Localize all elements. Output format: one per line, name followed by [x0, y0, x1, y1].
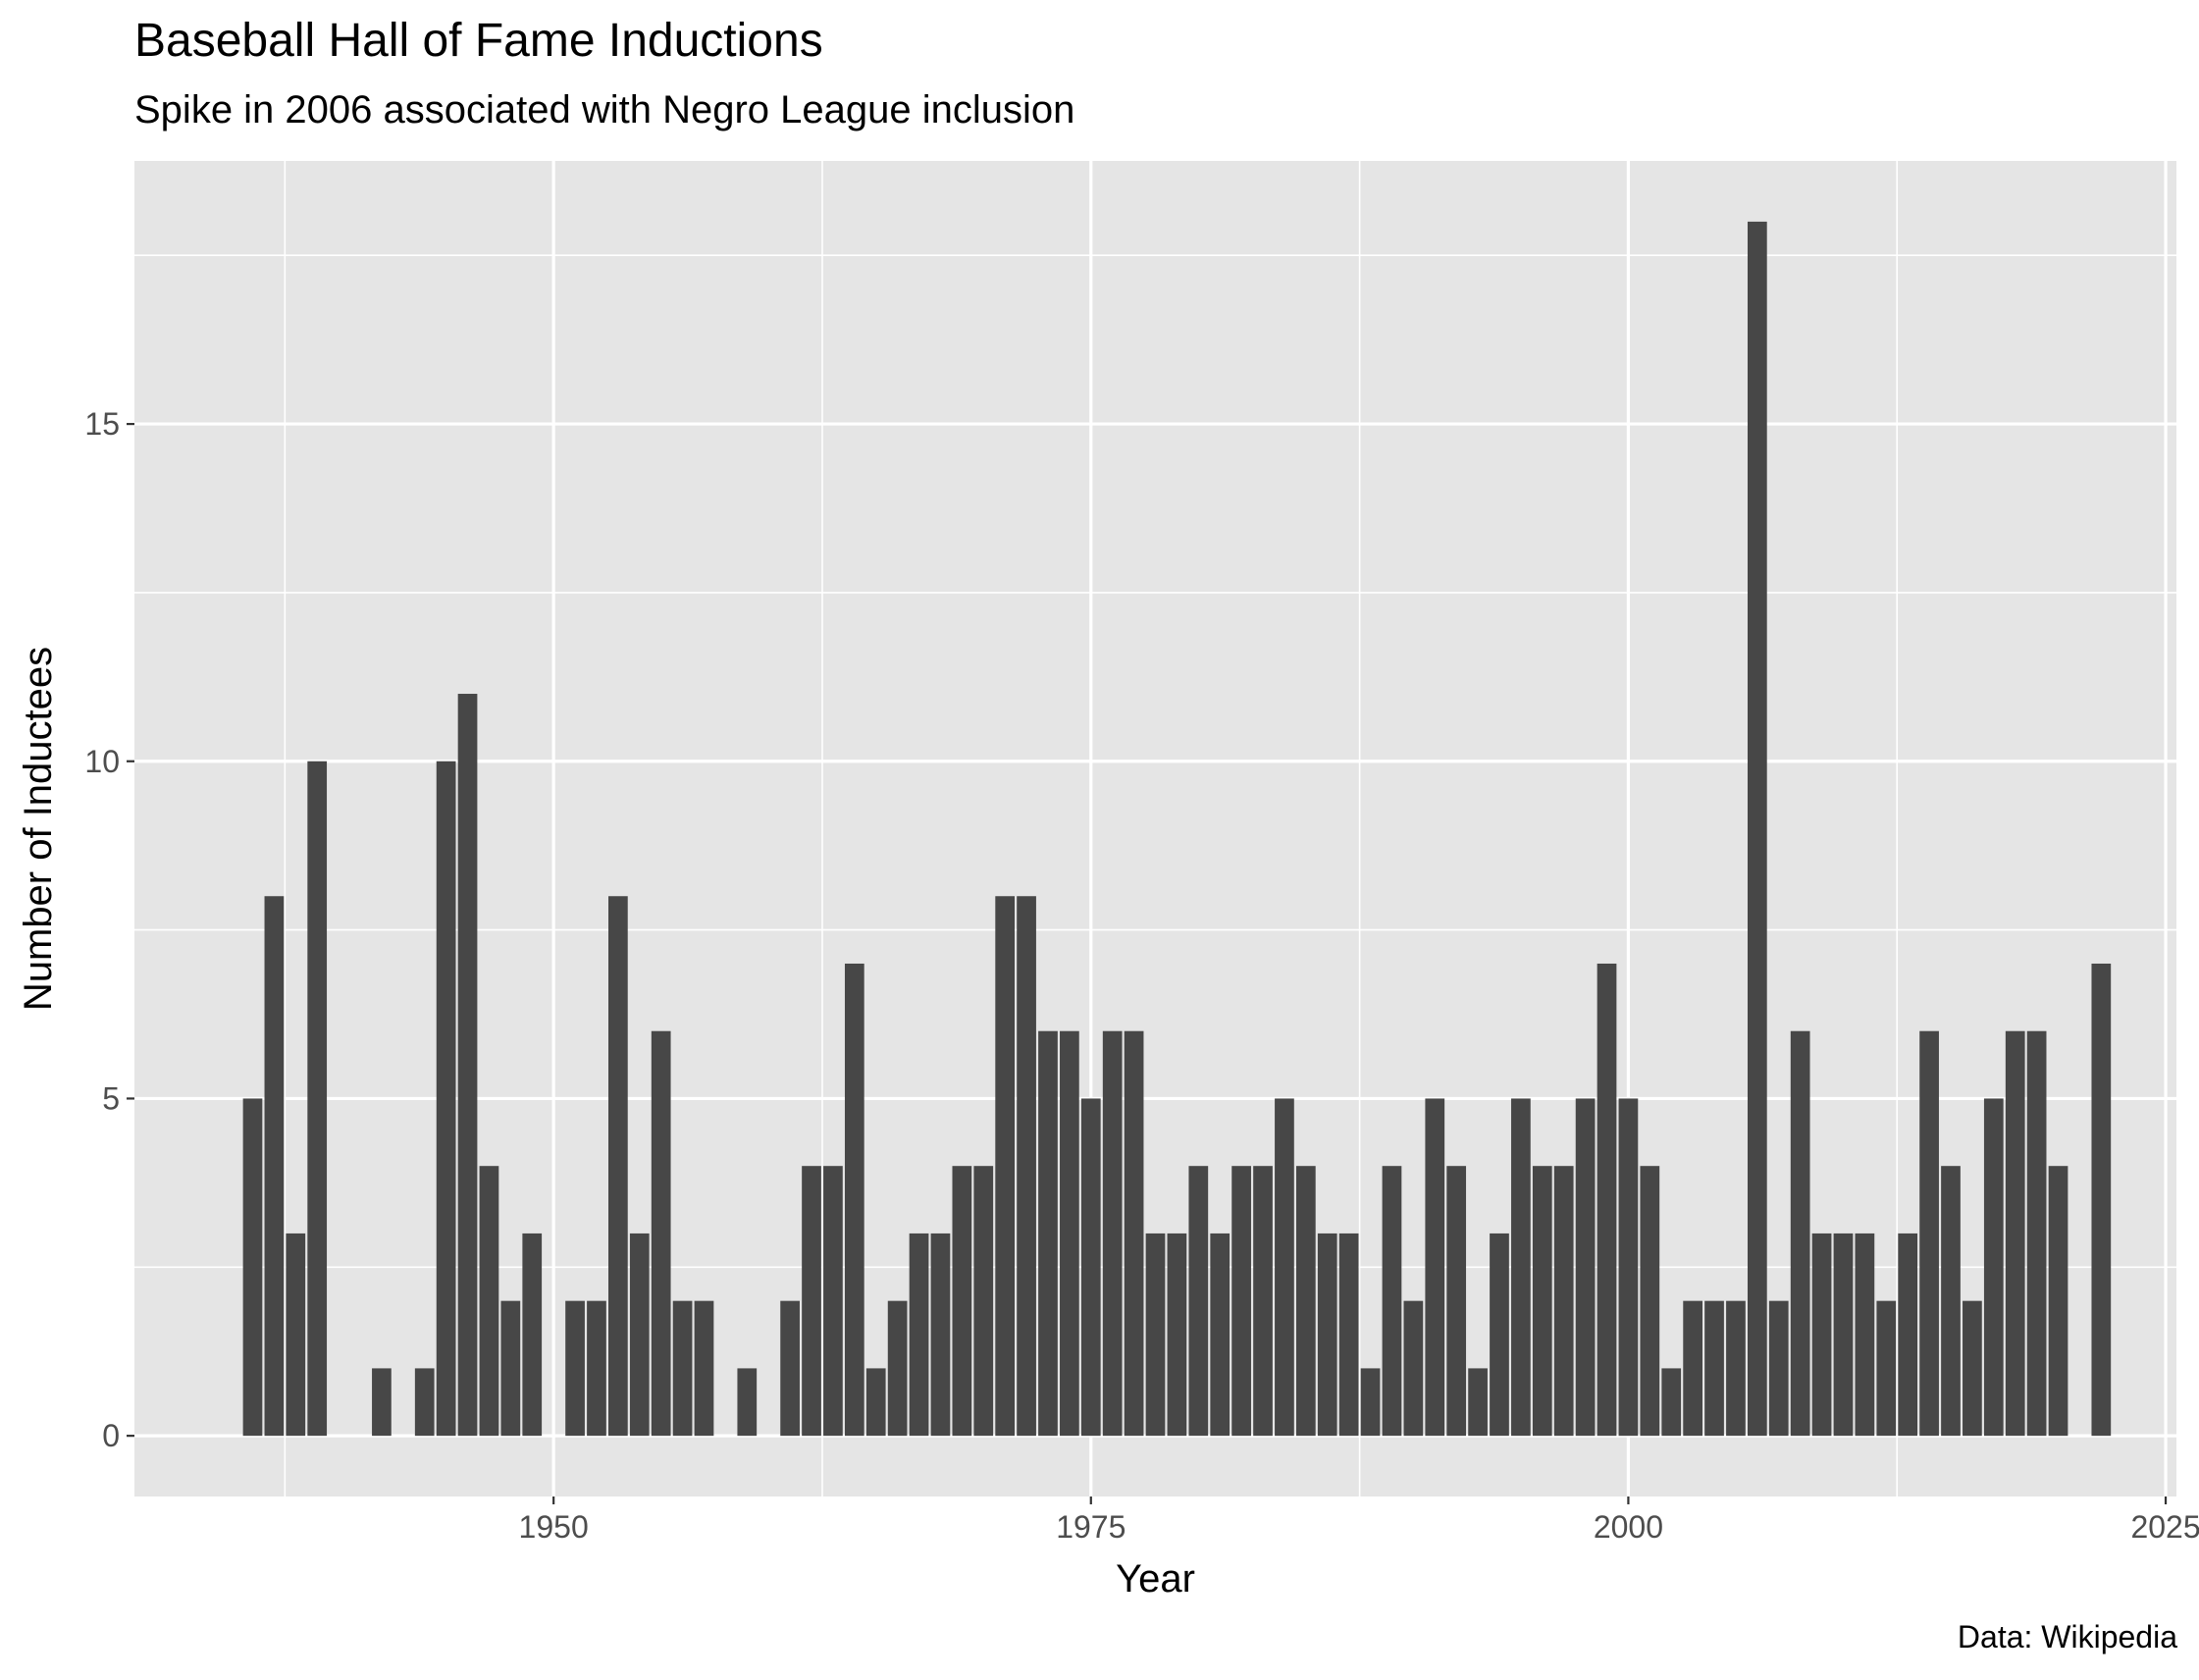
bars	[242, 221, 2112, 1437]
bar	[1017, 896, 1036, 1437]
bar	[629, 1233, 650, 1437]
bar	[1855, 1233, 1875, 1437]
bar	[952, 1166, 972, 1437]
bar	[1768, 1300, 1789, 1437]
y-tick-label: 5	[102, 1080, 120, 1116]
bar	[1231, 1166, 1251, 1437]
bar	[1060, 1030, 1079, 1437]
y-tick-label: 0	[102, 1418, 120, 1453]
bar	[1338, 1233, 1359, 1437]
bar	[802, 1166, 821, 1437]
bar	[565, 1300, 585, 1437]
bar	[1490, 1233, 1509, 1437]
bar	[1360, 1368, 1381, 1437]
bar	[1618, 1098, 1639, 1437]
bar	[457, 694, 478, 1437]
x-axis-title: Year	[1116, 1557, 1195, 1601]
bar	[1145, 1233, 1166, 1437]
x-axis: 1950 1975 2000 2025	[519, 1496, 2199, 1545]
bar	[587, 1300, 606, 1437]
bar	[500, 1300, 521, 1437]
bar	[1425, 1098, 1445, 1437]
bar	[737, 1368, 758, 1437]
bar	[1038, 1030, 1058, 1437]
bar	[1317, 1233, 1337, 1437]
bar	[1382, 1166, 1402, 1437]
bar	[479, 1166, 499, 1437]
y-tick-label: 15	[84, 406, 120, 442]
bar	[242, 1098, 263, 1437]
bar	[414, 1368, 435, 1437]
bar	[2091, 963, 2112, 1437]
bar	[372, 1368, 392, 1437]
bar	[780, 1300, 800, 1437]
bar	[2048, 1166, 2068, 1437]
bar	[1210, 1233, 1230, 1437]
bar	[264, 896, 285, 1437]
bar	[286, 1233, 306, 1437]
y-axis-title: Number of Inductees	[17, 647, 60, 1011]
bar	[1188, 1166, 1209, 1437]
bar	[865, 1368, 886, 1437]
bar	[522, 1233, 543, 1437]
bar	[973, 1166, 994, 1437]
y-axis: 0 5 10 15	[84, 406, 134, 1453]
bar	[1963, 1300, 1982, 1437]
bar	[1253, 1166, 1273, 1437]
bar	[1640, 1166, 1660, 1437]
bar	[1941, 1166, 1961, 1437]
bar	[651, 1030, 671, 1437]
y-tick-label: 10	[84, 744, 120, 779]
bar	[307, 761, 328, 1437]
bar	[909, 1233, 929, 1437]
bar	[1683, 1300, 1702, 1437]
bar	[1553, 1166, 1574, 1437]
bar	[930, 1233, 951, 1437]
bar	[672, 1300, 693, 1437]
bar	[608, 896, 628, 1437]
bar	[1811, 1233, 1832, 1437]
bar	[1726, 1300, 1746, 1437]
bar	[1747, 221, 1767, 1437]
bar	[1575, 1098, 1596, 1437]
chart-title: Baseball Hall of Fame Inductions	[134, 15, 823, 67]
x-tick-label: 2025	[2130, 1509, 2199, 1545]
bar	[1597, 963, 1617, 1437]
bar	[2005, 1030, 2025, 1437]
bar	[1661, 1368, 1682, 1437]
x-tick-label: 1950	[519, 1509, 589, 1545]
bar	[1898, 1233, 1918, 1437]
bar	[1833, 1233, 1854, 1437]
bar	[1704, 1300, 1724, 1437]
bar	[1790, 1030, 1810, 1437]
bar	[2026, 1030, 2047, 1437]
bar	[1446, 1166, 1467, 1437]
bar	[844, 963, 864, 1437]
bar	[887, 1300, 908, 1437]
bar	[1468, 1368, 1488, 1437]
bar	[823, 1166, 843, 1437]
bar	[1080, 1098, 1101, 1437]
bar	[1983, 1098, 2004, 1437]
bar	[1275, 1098, 1294, 1437]
chart-subtitle: Spike in 2006 associated with Negro Leag…	[134, 88, 1075, 131]
bar	[995, 896, 1016, 1437]
chart-caption: Data: Wikipedia	[1957, 1619, 2177, 1654]
bar	[1532, 1166, 1552, 1437]
bar	[694, 1300, 714, 1437]
x-tick-label: 1975	[1056, 1509, 1126, 1545]
bar	[1919, 1030, 1939, 1437]
bar	[1102, 1030, 1123, 1437]
bar	[1167, 1233, 1187, 1437]
bar	[1876, 1300, 1897, 1437]
bar	[1403, 1300, 1424, 1437]
bar	[1124, 1030, 1144, 1437]
bar	[436, 761, 456, 1437]
bar	[1511, 1098, 1531, 1437]
x-tick-label: 2000	[1594, 1509, 1663, 1545]
bar	[1295, 1166, 1316, 1437]
